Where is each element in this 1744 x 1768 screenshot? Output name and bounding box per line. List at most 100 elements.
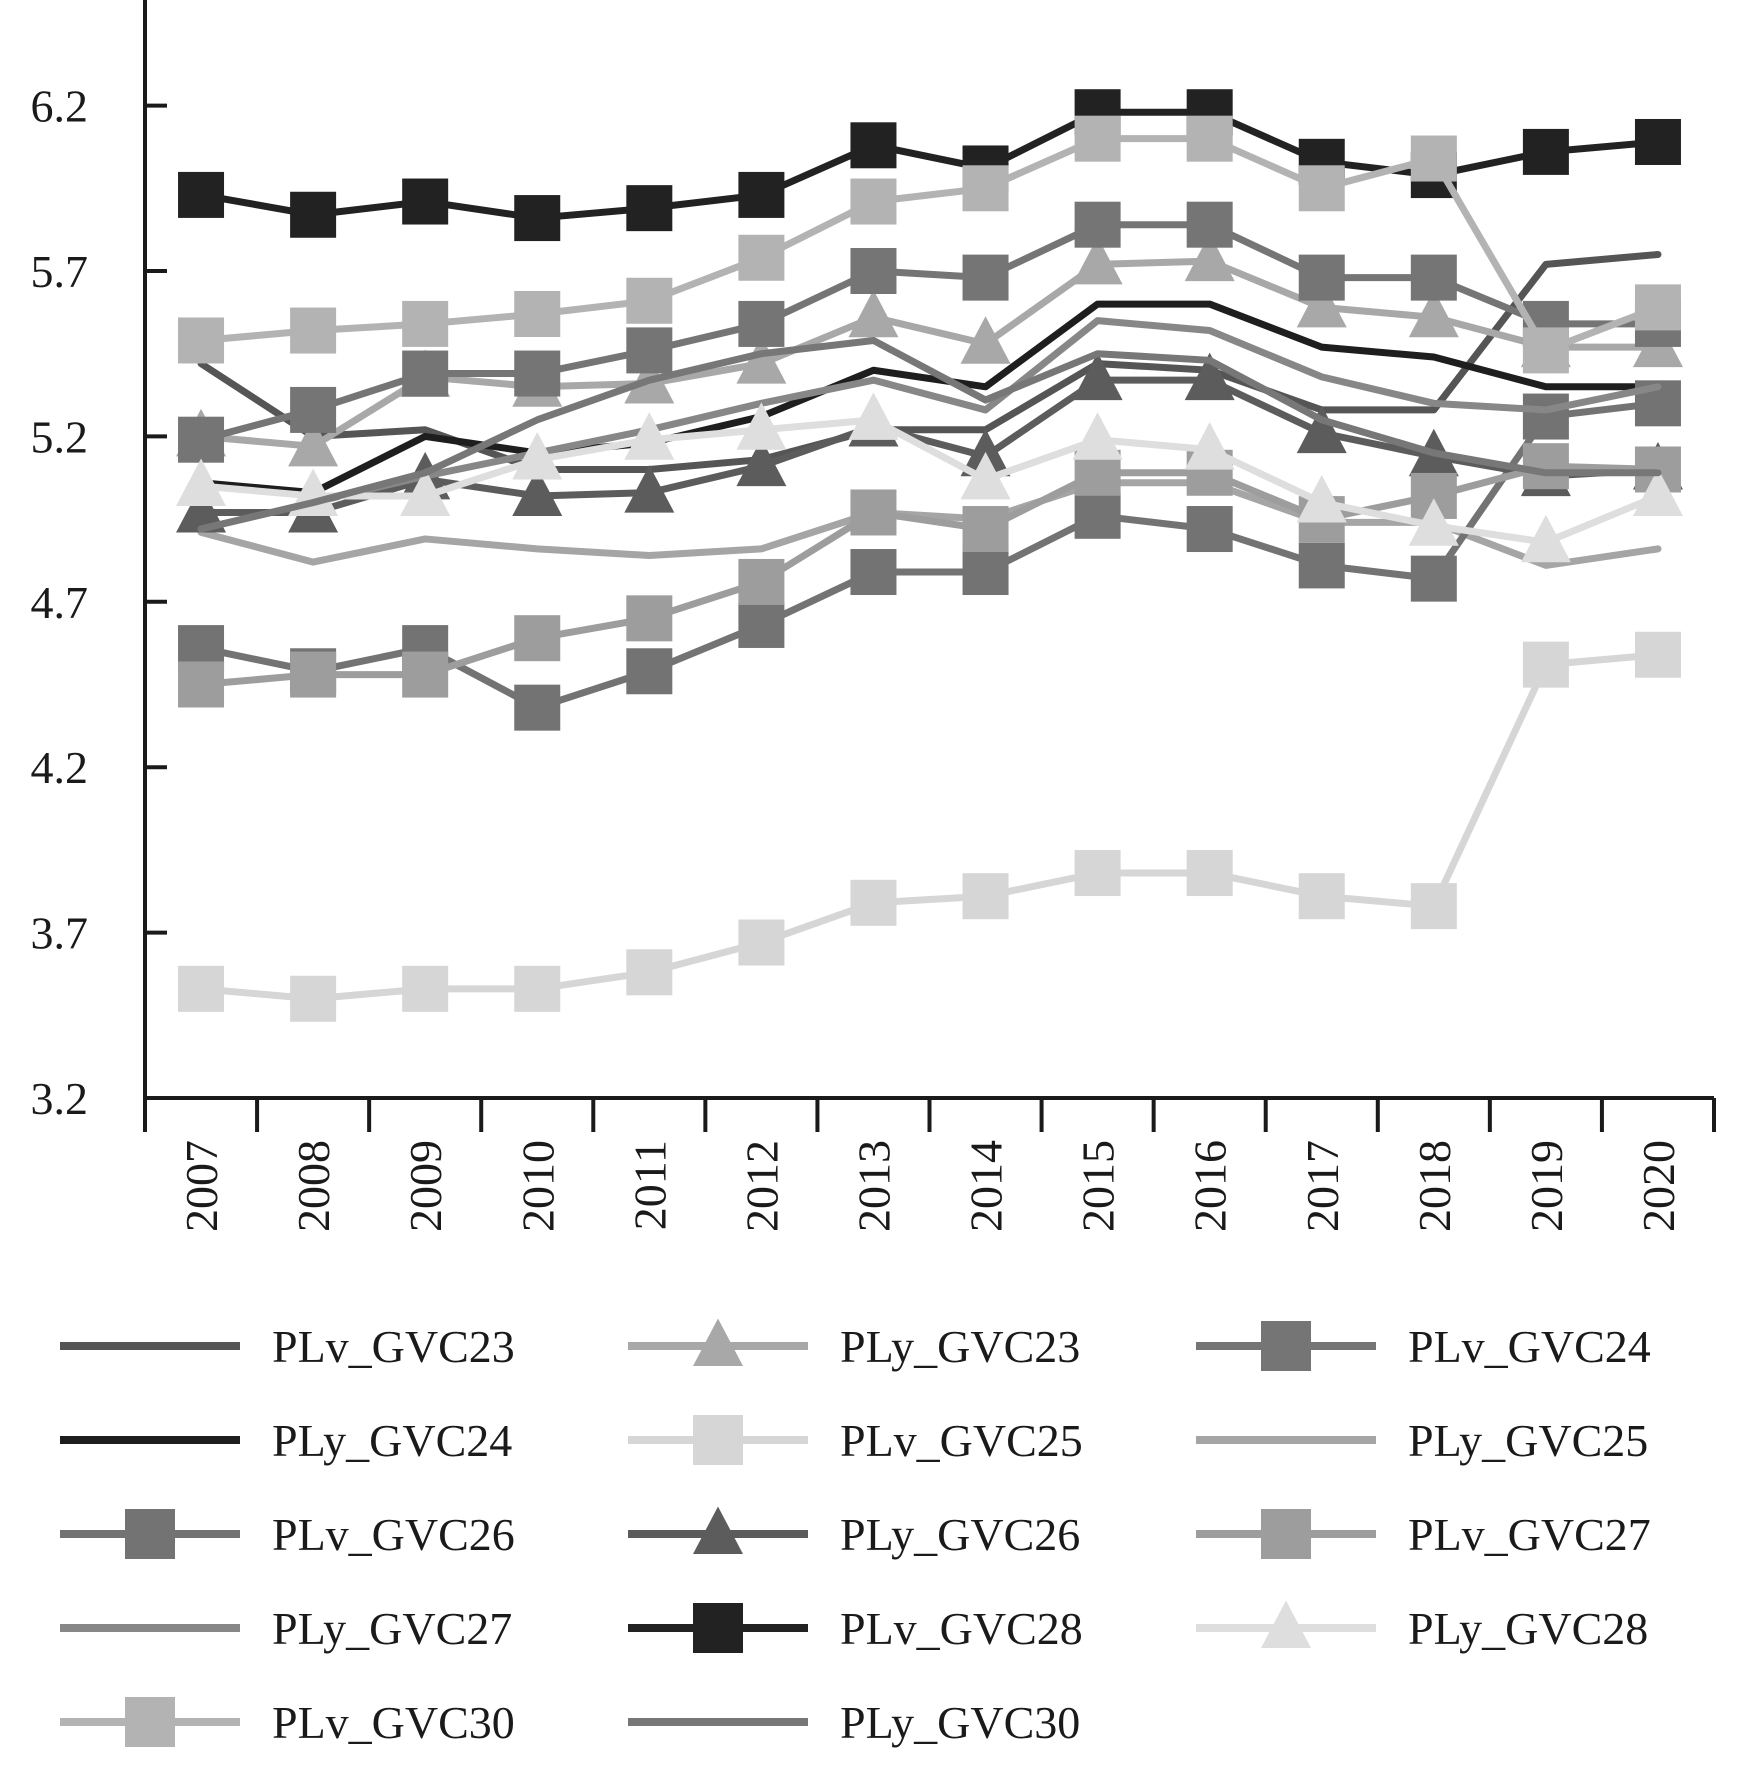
data-point [178,317,225,364]
series-ply-gvc28 [176,392,1683,563]
data-point [1634,284,1681,331]
legend-entry: PLv_GVC28 [628,1603,1083,1654]
series-plv-gvc30 [178,115,1681,374]
data-point [626,185,673,232]
legend-swatch-marker [693,1318,743,1366]
data-point [1072,236,1123,285]
data-point [514,615,561,662]
legend-swatch-marker [693,1415,743,1465]
series-plv-gvc28 [178,89,1681,242]
data-point [290,191,337,238]
legend-entry: PLy_GVC28 [1196,1600,1648,1654]
data-point [290,386,337,433]
data-point [1520,514,1571,563]
data-point [1184,352,1235,401]
data-point [738,300,785,347]
legend-label: PLy_GVC23 [840,1321,1080,1372]
data-point [1410,135,1457,182]
x-tick-label: 2008 [288,1140,339,1232]
x-tick-label: 2011 [624,1140,675,1230]
data-point [848,392,899,440]
data-point [1296,475,1347,523]
data-point [626,595,673,642]
legend-entry: PLy_GVC23 [628,1318,1080,1372]
data-point [1408,289,1459,338]
y-tick-label: 3.7 [31,908,89,959]
data-point [850,178,897,225]
data-point [962,549,1009,596]
data-point [402,350,449,397]
y-tick-label: 4.2 [31,742,89,793]
series-line [197,317,1662,533]
data-point [626,327,673,374]
x-tick-label: 2016 [1185,1140,1236,1232]
data-point [738,601,785,648]
data-point [962,506,1009,553]
x-tick-label: 2018 [1409,1140,1460,1232]
y-tick-label: 5.7 [31,246,89,297]
data-point [738,171,785,218]
data-point [850,122,897,169]
data-point [1186,115,1233,162]
data-point [1634,631,1681,678]
data-point [1074,115,1121,162]
data-point [1184,422,1235,470]
data-point [1632,468,1683,516]
data-point [1522,641,1569,688]
legend-swatch-marker [125,1509,175,1559]
data-point [1072,352,1123,401]
data-point [1074,492,1121,539]
data-point [1298,254,1345,301]
data-point [402,178,449,225]
y-tick-label: 3.2 [31,1073,89,1124]
data-point [738,234,785,281]
data-point [738,558,785,605]
x-tick-label: 2009 [400,1140,451,1232]
data-point [288,418,339,467]
data-point [850,549,897,596]
data-point [1186,201,1233,248]
data-point [400,468,451,516]
data-point [1410,883,1457,930]
legend-swatch-marker [1261,1321,1311,1371]
data-point [290,651,337,698]
legend-label: PLy_GVC26 [840,1509,1080,1560]
data-point [1072,412,1123,460]
data-point [1298,542,1345,589]
data-point [624,412,675,460]
data-point [962,165,1009,212]
series-line [197,651,1662,1003]
data-point [1296,279,1347,328]
data-point [1186,506,1233,553]
data-point [514,195,561,242]
legend-swatch-marker [1261,1509,1311,1559]
legend-entry: PLv_GVC26 [60,1509,515,1560]
legend-entry: PLv_GVC25 [628,1415,1083,1466]
data-point [960,451,1011,500]
x-tick-label: 2012 [736,1140,787,1232]
data-point [402,651,449,698]
legend-entry: PLy_GVC30 [628,1697,1080,1748]
legend-label: PLv_GVC25 [840,1415,1083,1466]
legend-label: PLv_GVC30 [272,1697,515,1748]
legend-label: PLy_GVC30 [840,1697,1080,1748]
data-point [514,684,561,731]
legend-label: PLy_GVC27 [272,1603,512,1654]
data-point [850,489,897,536]
series-plv-gvc25 [178,631,1681,1022]
series-layer [176,89,1683,1022]
data-point [290,307,337,354]
data-point [850,879,897,926]
data-point [1634,118,1681,165]
legend-label: PLv_GVC27 [1408,1509,1651,1560]
data-point [962,873,1009,920]
data-point [1408,498,1459,546]
series-line [197,416,1662,546]
legend-entry: PLy_GVC25 [1196,1415,1648,1466]
data-point [1522,128,1569,175]
series-ply-gvc30 [197,336,1662,533]
data-point [512,432,563,480]
data-point [736,438,787,487]
legend-entry: PLv_GVC23 [60,1321,515,1372]
